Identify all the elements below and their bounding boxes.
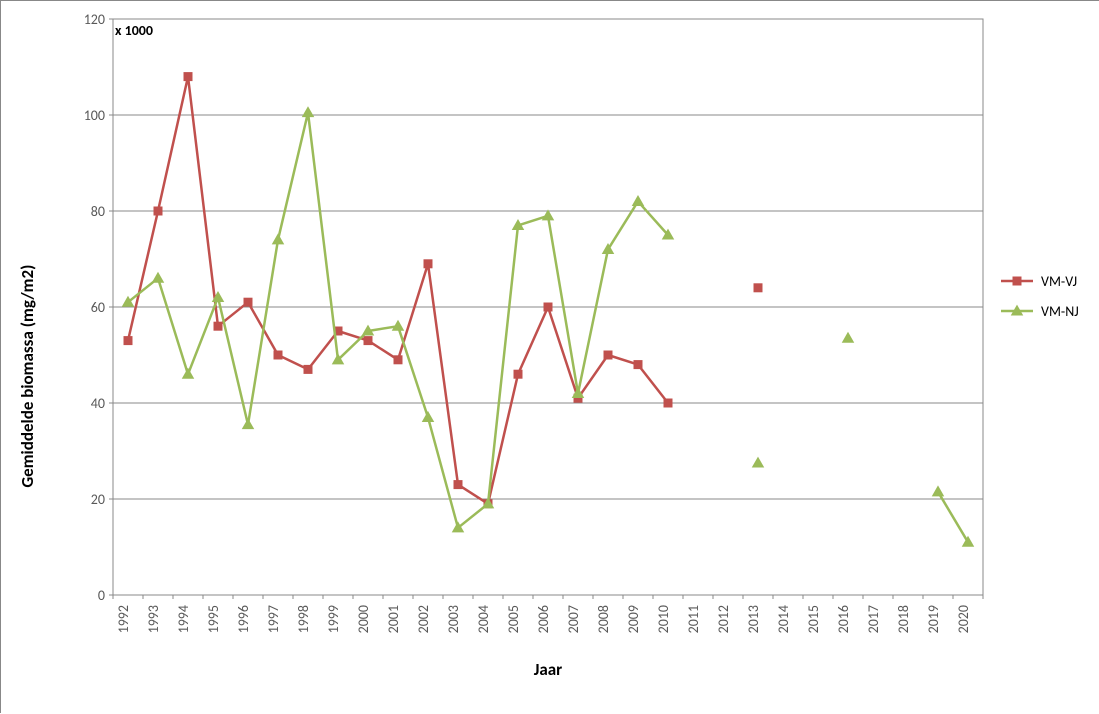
legend-label: VM-NJ xyxy=(1041,303,1079,320)
x-tick-label: 2007 xyxy=(565,605,582,633)
y-axis-multiplier: x 1000 xyxy=(115,22,153,39)
data-marker xyxy=(394,356,402,364)
y-tick-label: 120 xyxy=(84,11,105,28)
x-tick-label: 2014 xyxy=(775,605,792,633)
data-marker xyxy=(214,322,222,330)
x-tick-label: 1997 xyxy=(265,605,282,633)
data-marker xyxy=(424,260,432,268)
y-tick-label: 80 xyxy=(91,203,105,220)
data-marker xyxy=(1013,277,1021,285)
x-tick-label: 1996 xyxy=(235,605,252,633)
y-tick-label: 20 xyxy=(91,491,105,508)
x-tick-label: 2015 xyxy=(805,605,822,633)
x-tick-label: 2017 xyxy=(865,605,882,633)
y-tick-label: 0 xyxy=(98,587,105,604)
chart-container: 0 20 40 60 80 100 120 1992 1993 1994 1995 1996 1997 1… xyxy=(0,0,1099,713)
data-marker xyxy=(514,370,522,378)
x-tick-label: 2003 xyxy=(445,605,462,633)
x-tick-label: 2006 xyxy=(535,605,552,633)
data-marker xyxy=(154,207,162,215)
x-tick-label: 2002 xyxy=(415,605,432,633)
x-tick-label: 2018 xyxy=(895,605,912,633)
y-tick-label: 100 xyxy=(84,107,105,124)
y-tick-label: 40 xyxy=(91,395,105,412)
data-marker xyxy=(304,365,312,373)
x-tick-label: 2011 xyxy=(685,605,702,633)
x-tick-label: 1995 xyxy=(205,605,222,633)
x-tick-label: 2012 xyxy=(715,605,732,633)
x-axis-title: Jaar xyxy=(534,659,562,680)
legend-label: VM-VJ xyxy=(1041,273,1077,290)
x-tick-label: 1994 xyxy=(175,605,192,633)
x-tick-label: 1998 xyxy=(295,605,312,633)
line-chart: 0 20 40 60 80 100 120 1992 1993 1994 1995 1996 1997 1… xyxy=(1,1,1099,714)
data-marker xyxy=(274,351,282,359)
data-marker xyxy=(604,351,612,359)
x-tick-label: 2004 xyxy=(475,605,492,633)
data-marker xyxy=(124,337,132,345)
data-marker xyxy=(754,284,762,292)
x-tick-label: 2005 xyxy=(505,605,522,633)
data-marker xyxy=(364,337,372,345)
data-marker xyxy=(634,361,642,369)
x-tick-label: 2016 xyxy=(835,605,852,633)
data-marker xyxy=(544,303,552,311)
data-marker xyxy=(244,298,252,306)
x-tick-label: 2001 xyxy=(385,605,402,633)
x-tick-label: 2000 xyxy=(355,605,372,633)
data-marker xyxy=(664,399,672,407)
x-tick-label: 2020 xyxy=(955,605,972,633)
x-tick-label: 2008 xyxy=(595,605,612,633)
x-tick-label: 1993 xyxy=(145,605,162,633)
x-tick-label: 1999 xyxy=(325,605,342,633)
y-axis-title: Gemiddelde biomassa (mg/m2) xyxy=(17,265,38,488)
x-tick-label: 2013 xyxy=(745,605,762,633)
data-marker xyxy=(184,73,192,81)
y-tick-label: 60 xyxy=(91,299,105,316)
x-tick-label: 2009 xyxy=(625,605,642,633)
x-tick-label: 2019 xyxy=(925,605,942,633)
x-tick-label: 2010 xyxy=(655,605,672,633)
x-tick-label: 1992 xyxy=(115,605,132,633)
data-marker xyxy=(454,481,462,489)
